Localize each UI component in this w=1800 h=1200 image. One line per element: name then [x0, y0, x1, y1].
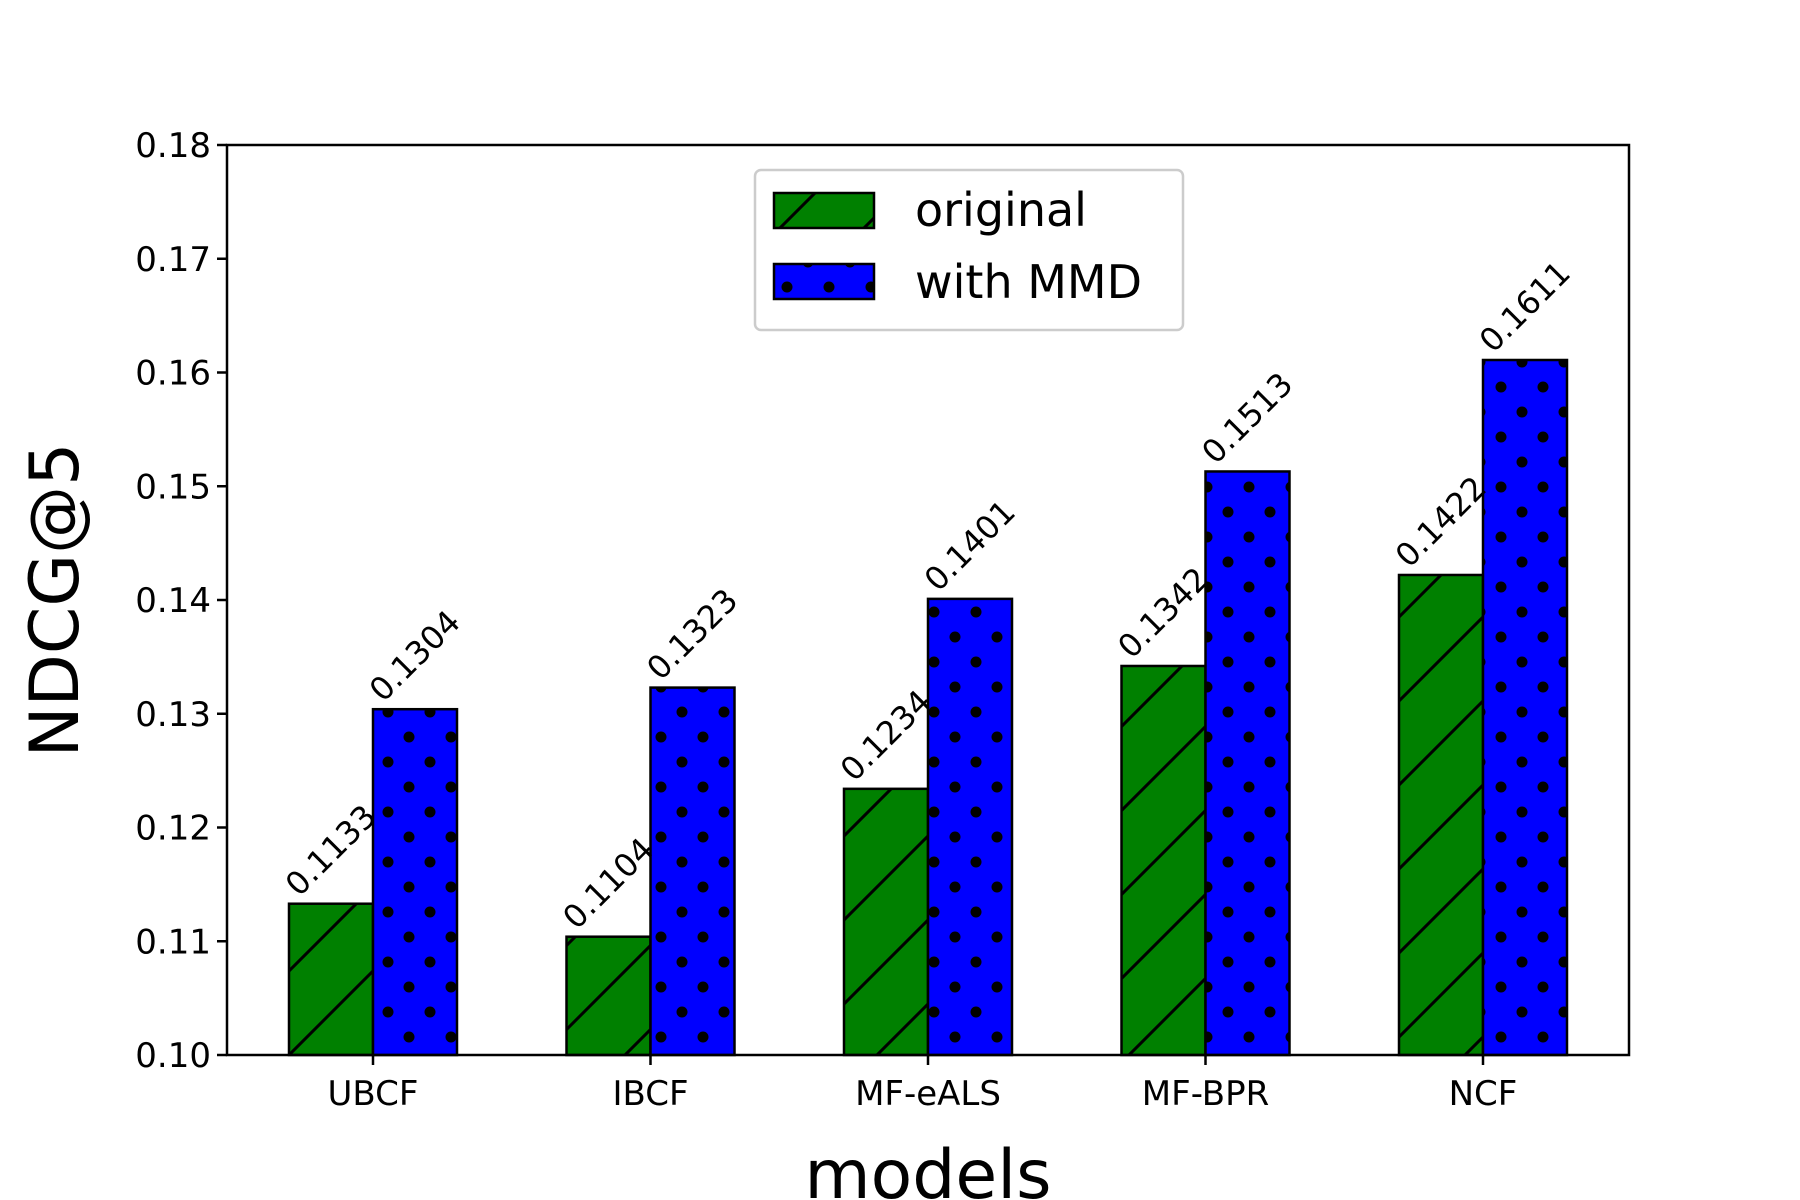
y-axis: 0.10 0.11 0.12 0.13 0.14 0.15 0.16 0.17 0.18 [135, 126, 227, 1076]
x-tick-label-ubcf: UBCF [328, 1074, 419, 1114]
y-tick-label: 0.18 [135, 126, 211, 166]
data-label-with-mmd-mf-bpr: 0.1513 [1194, 365, 1300, 471]
y-tick-label: 0.17 [135, 240, 211, 280]
bar-with-mmd-mf-eals [926, 597, 1014, 1057]
y-tick-label: 0.16 [135, 354, 211, 394]
data-label-with-mmd-ubcf: 0.1304 [362, 603, 468, 709]
y-tick-label: 0.15 [135, 467, 211, 507]
bar-original-mf-bpr [1120, 664, 1207, 1057]
bar-original-mf-eals [842, 787, 930, 1057]
legend-swatch-original [772, 191, 876, 230]
data-label-with-mmd-mf-eals: 0.1401 [917, 492, 1023, 598]
bar-original-ibcf [565, 935, 652, 1057]
legend: original with MMD [753, 168, 1185, 332]
legend-label-original: original [915, 183, 1087, 237]
data-label-original-ubcf: 0.1133 [278, 797, 384, 903]
bar-with-mmd-ibcf [649, 686, 736, 1057]
x-tick-label-ibcf: IBCF [612, 1074, 688, 1114]
bar-with-mmd-mf-bpr [1204, 470, 1291, 1057]
legend-label-with-mmd: with MMD [915, 255, 1142, 309]
x-tick-label-mf-eals: MF-eALS [855, 1074, 1001, 1114]
bar-with-mmd-ncf [1481, 358, 1569, 1057]
y-tick-label: 0.14 [135, 581, 211, 621]
x-axis: UBCF IBCF MF-eALS MF-BPR NCF [328, 1055, 1518, 1114]
bar-with-mmd-ubcf [371, 707, 459, 1057]
data-label-with-mmd-ncf: 0.1611 [1472, 254, 1578, 360]
y-tick-label: 0.13 [135, 695, 211, 735]
data-label-original-ibcf: 0.1104 [555, 830, 661, 936]
data-label-original-mf-eals: 0.1234 [833, 682, 939, 788]
data-label-original-ncf: 0.1422 [1388, 469, 1494, 575]
x-tick-label-mf-bpr: MF-BPR [1142, 1074, 1269, 1114]
x-axis-title: models [804, 1136, 1051, 1200]
bar-original-ncf [1397, 573, 1485, 1057]
x-tick-label-ncf: NCF [1449, 1074, 1518, 1114]
data-label-original-mf-bpr: 0.1342 [1110, 560, 1216, 666]
bars [287, 358, 1569, 1057]
y-tick-label: 0.12 [135, 809, 211, 849]
y-axis-title: NDCG@5 [16, 443, 95, 758]
y-tick-label: 0.10 [135, 1036, 211, 1076]
bar-original-ubcf [287, 902, 375, 1057]
legend-swatch-with-mmd [772, 262, 876, 301]
y-tick-label: 0.11 [135, 922, 211, 962]
data-label-with-mmd-ibcf: 0.1323 [639, 581, 745, 687]
